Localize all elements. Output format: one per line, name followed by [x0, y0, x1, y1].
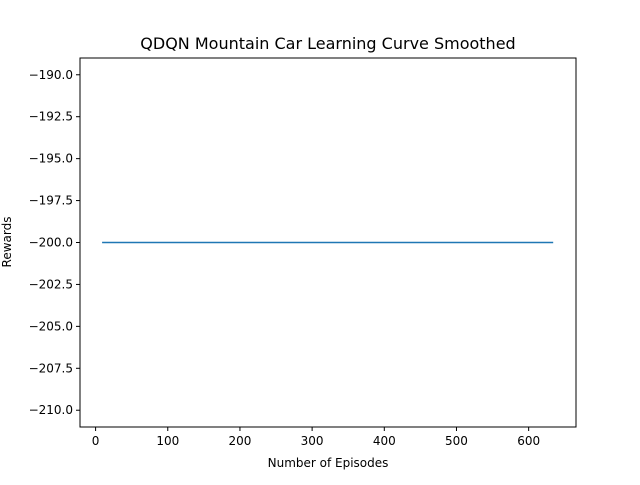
plot-area-frame	[79, 57, 577, 428]
y-axis-label: Rewards	[0, 217, 14, 268]
y-tick-label: −195.0	[29, 152, 73, 166]
x-tick-label: 0	[92, 434, 100, 448]
y-axis-ticks: −190.0 −192.5 −195.0 −197.5 −200.0 −202.5 −205…	[29, 68, 80, 417]
y-tick-label: −192.5	[29, 110, 73, 124]
x-tick-label: 500	[445, 434, 468, 448]
y-tick-label: −202.5	[29, 277, 73, 291]
chart-title: QDQN Mountain Car Learning Curve Smoothe…	[140, 34, 515, 53]
y-tick-label: −200.0	[29, 236, 73, 250]
x-tick-label: 400	[373, 434, 396, 448]
x-tick-label: 600	[517, 434, 540, 448]
x-tick-label: 300	[301, 434, 324, 448]
x-axis-ticks: 0 100 200 300 400 500 600	[92, 427, 540, 448]
x-tick-label: 200	[228, 434, 251, 448]
x-axis-label: Number of Episodes	[268, 456, 389, 470]
y-tick-label: −197.5	[29, 194, 73, 208]
y-tick-label: −190.0	[29, 68, 73, 82]
y-tick-label: −210.0	[29, 403, 73, 417]
y-tick-label: −207.5	[29, 361, 73, 375]
x-tick-label: 100	[156, 434, 179, 448]
y-tick-label: −205.0	[29, 319, 73, 333]
